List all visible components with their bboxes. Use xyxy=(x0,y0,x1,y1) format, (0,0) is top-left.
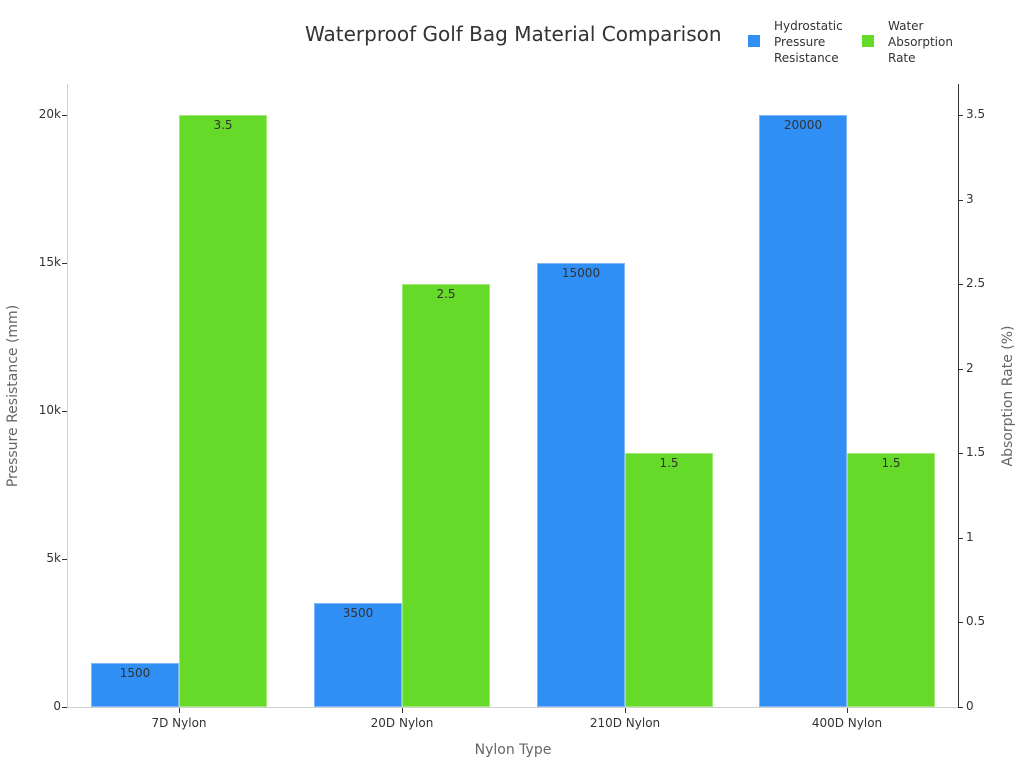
bar-label-absorption: 3.5 xyxy=(213,118,233,132)
y2-tick-mark xyxy=(958,199,963,201)
chart-title: Waterproof Golf Bag Material Comparison xyxy=(305,22,722,46)
y-tick-mark xyxy=(62,411,67,412)
y2-tick-label: 3 xyxy=(966,191,974,206)
y2-tick-mark xyxy=(958,368,963,370)
x-tick-mark xyxy=(179,708,180,713)
x-tick-label: 20D Nylon xyxy=(370,716,434,730)
y2-tick-label: 1 xyxy=(966,529,974,544)
y-tick-mark xyxy=(62,263,67,264)
bar-pressure[interactable] xyxy=(314,603,402,707)
y2-tick-mark xyxy=(958,622,963,624)
legend-item-pressure[interactable]: Hydrostatic Pressure Resistance xyxy=(748,18,843,66)
y2-tick-label: 2.5 xyxy=(966,276,986,291)
bar-pressure[interactable] xyxy=(759,115,847,707)
bar-label-absorption: 2.5 xyxy=(436,287,456,302)
y-tick-mark xyxy=(62,707,67,708)
x-tick-mark xyxy=(625,708,626,713)
x-tick-label: 400D Nylon xyxy=(811,716,883,730)
bar-label-pressure: 15000 xyxy=(561,266,601,280)
bar-label-pressure: 3500 xyxy=(342,606,374,621)
bar-absorption[interactable] xyxy=(179,115,267,707)
y2-tick-label: 0 xyxy=(966,699,974,713)
y-tick-mark xyxy=(62,115,67,116)
bar-label-absorption: 1.5 xyxy=(881,456,901,471)
y2-tick-label: 3.5 xyxy=(966,107,986,121)
bar-label-pressure: 20000 xyxy=(783,118,823,132)
y2-axis-title: Absorption Rate (%) xyxy=(1000,325,1016,467)
bar-pressure[interactable] xyxy=(91,662,179,707)
y-tick-label: 5k xyxy=(46,551,61,565)
y-tick-label: 20k xyxy=(38,107,61,121)
legend-label-pressure: Hydrostatic Pressure Resistance xyxy=(774,19,843,65)
x-tick-mark xyxy=(402,708,403,713)
y2-tick-mark xyxy=(958,537,963,539)
bar-pressure[interactable] xyxy=(537,263,625,707)
y2-tick-mark xyxy=(958,284,963,286)
legend-item-absorption[interactable]: Water Absorption Rate xyxy=(862,18,953,66)
legend-label-absorption: Water Absorption Rate xyxy=(888,19,953,65)
bar-label-pressure: 1500 xyxy=(119,665,151,680)
y2-tick-mark xyxy=(958,453,963,455)
legend-swatch-pressure xyxy=(748,35,760,47)
bar-absorption[interactable] xyxy=(625,453,713,707)
y2-tick-label: 0.5 xyxy=(966,614,986,629)
y2-tick-mark xyxy=(958,115,963,116)
legend-swatch-absorption xyxy=(862,35,874,47)
y-axis-left xyxy=(67,84,68,708)
x-axis-title: Nylon Type xyxy=(474,742,552,758)
y-axis-title: Pressure Resistance (mm) xyxy=(5,304,21,488)
y2-tick-mark xyxy=(958,707,963,708)
x-tick-mark xyxy=(847,708,848,713)
bar-absorption[interactable] xyxy=(847,453,935,707)
x-tick-label: 7D Nylon xyxy=(151,716,207,730)
y-tick-label: 0 xyxy=(53,699,61,713)
y-tick-mark xyxy=(62,559,67,560)
y-tick-label: 15k xyxy=(38,255,61,269)
y2-tick-label: 2 xyxy=(966,360,974,375)
x-tick-label: 210D Nylon xyxy=(589,716,661,730)
y-tick-label: 10k xyxy=(38,403,61,417)
y2-tick-label: 1.5 xyxy=(966,445,986,460)
bar-absorption[interactable] xyxy=(402,284,490,707)
x-axis xyxy=(67,707,959,708)
bar-label-absorption: 1.5 xyxy=(659,456,679,471)
y-axis-right xyxy=(958,84,959,708)
